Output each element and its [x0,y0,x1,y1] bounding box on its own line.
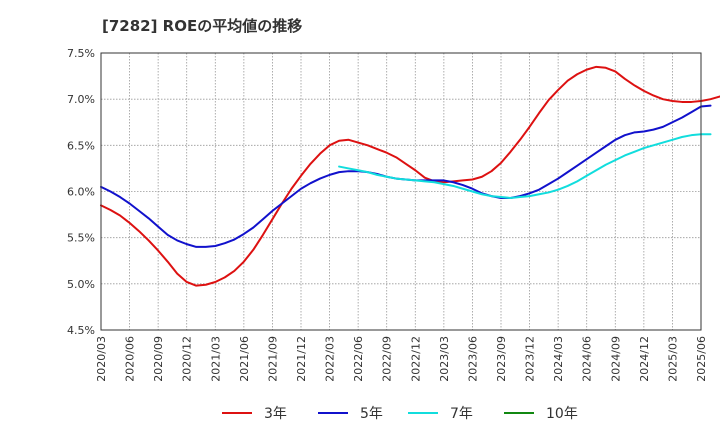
x-tick-label: 2021/06 [238,336,251,382]
chart-grid [100,52,702,331]
y-tick-label: 6.0% [67,186,95,199]
series-layer [100,65,720,287]
x-tick-label: 2022/12 [409,336,422,382]
y-axis-ticks: 7.5% 7.0% 6.5% 6.0% 5.5% 5.0% 4.5% [67,47,95,337]
x-tick-label: 2023/09 [495,336,508,382]
x-tick-label: 2024/06 [581,336,594,382]
x-tick-label: 2022/03 [324,336,337,382]
y-tick-label: 4.5% [67,324,95,337]
legend: 3年 5年 7年 10年 [222,406,578,422]
y-tick-label: 7.5% [67,47,95,60]
x-tick-label: 2020/12 [181,336,194,382]
legend-label: 3年 [264,406,287,422]
y-tick-label: 5.0% [67,278,95,291]
y-tick-label: 6.5% [67,139,95,152]
legend-label: 10年 [546,406,578,422]
plot-frame [100,52,702,331]
x-tick-label: 2020/03 [95,336,108,382]
series-line-1 [100,104,712,248]
x-tick-label: 2020/06 [124,336,137,382]
x-tick-label: 2022/09 [381,336,394,382]
y-tick-label: 5.5% [67,232,95,245]
x-tick-label: 2021/03 [209,336,222,382]
legend-label: 5年 [360,406,383,422]
legend-label: 7年 [450,406,473,422]
x-tick-label: 2023/06 [466,336,479,382]
x-tick-label: 2021/09 [266,336,279,382]
x-tick-label: 2023/12 [524,336,537,382]
series-line-2 [338,133,712,199]
x-tick-label: 2025/03 [666,336,679,382]
x-tick-label: 2021/12 [295,336,308,382]
x-axis-ticks: 2020/03 2020/06 2020/09 2020/12 2021/03 2021/… [95,336,708,382]
x-tick-label: 2020/09 [152,336,165,382]
series-line-0 [100,65,720,287]
x-tick-label: 2022/06 [352,336,365,382]
y-tick-label: 7.0% [67,93,95,106]
chart-title: [7282] ROEの平均値の推移 [102,17,302,35]
x-tick-label: 2024/03 [552,336,565,382]
x-tick-label: 2023/03 [438,336,451,382]
x-tick-label: 2024/09 [609,336,622,382]
x-tick-label: 2024/12 [638,336,651,382]
x-tick-label: 2025/06 [695,336,708,382]
